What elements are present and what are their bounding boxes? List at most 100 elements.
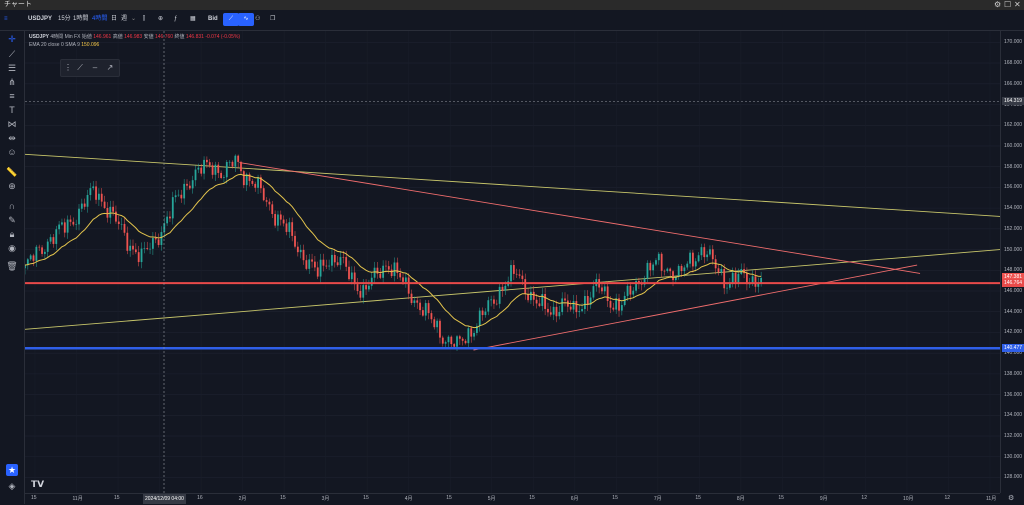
trash-icon[interactable]: 🗑︎: [6, 261, 18, 271]
candle-body: [706, 254, 709, 258]
interval-day[interactable]: 日: [111, 16, 118, 22]
candle-body: [649, 262, 652, 271]
candle-body: [518, 274, 521, 276]
candle-body: [416, 300, 419, 303]
candle-body: [510, 265, 512, 282]
chart-type-icon[interactable]: ⫿: [143, 16, 145, 22]
close-icon[interactable]: ✕: [1014, 0, 1021, 9]
ema-line: [25, 173, 762, 329]
chart-pane[interactable]: USDJPY 4時間 Min FX 始値 146.961 高値 146.983 …: [25, 31, 1000, 493]
price-tick: 144.000: [1004, 308, 1023, 315]
candle-body: [603, 286, 606, 292]
candle-body: [123, 223, 126, 233]
candle-body: [254, 183, 257, 188]
price-chart[interactable]: [25, 31, 1000, 493]
alert-icon[interactable]: ⚇: [255, 16, 261, 22]
interval-4h[interactable]: 4時間: [92, 16, 108, 22]
candle-body: [248, 174, 251, 181]
auto-scale-icon[interactable]: ⚙: [1008, 495, 1015, 502]
candle-body: [157, 239, 160, 246]
candle-body: [154, 238, 157, 240]
lock-icon[interactable]: 🔒︎: [9, 229, 15, 239]
candle-body: [260, 177, 262, 189]
candle-body: [581, 309, 583, 312]
legend-symbol: USDJPY: [29, 34, 50, 40]
candle-body: [677, 265, 680, 277]
candle-body: [106, 207, 109, 218]
time-tick: 15: [612, 495, 618, 501]
pitchfork-icon[interactable]: ⋔: [8, 77, 16, 87]
candle-body: [478, 310, 481, 326]
candle-body: [709, 249, 711, 255]
copy-icon[interactable]: ❐: [270, 16, 276, 22]
candle-body: [419, 302, 421, 311]
measure-range-icon[interactable]: ⇹: [8, 133, 16, 143]
crosshair-icon[interactable]: ✛: [8, 34, 16, 44]
price-axis[interactable]: 170.000168.000166.000164.000162.000160.0…: [1000, 31, 1024, 493]
emoji-icon[interactable]: ☺: [7, 147, 17, 157]
magnet-icon[interactable]: ∩: [8, 201, 16, 211]
candle-body: [427, 303, 430, 314]
candle-body: [368, 285, 370, 290]
zoom-icon[interactable]: ⊕: [8, 181, 16, 191]
line-tool-icon[interactable]: ⟋: [77, 63, 83, 72]
candle-body: [601, 287, 603, 292]
candle-body: [35, 246, 38, 261]
drag-handle-icon[interactable]: ⋮: [64, 63, 72, 72]
candle-body: [527, 294, 529, 301]
candle-body: [379, 273, 382, 278]
eye-icon[interactable]: ◉: [8, 243, 16, 253]
current-price-label: 147.381: [1002, 272, 1024, 281]
fib-icon[interactable]: ≡: [9, 91, 15, 101]
interval-dropdown-icon[interactable]: ⌄: [131, 16, 137, 22]
hline-tool-icon[interactable]: –: [92, 63, 98, 72]
time-tick: 11月: [986, 496, 997, 502]
favorites-star-icon[interactable]: ★: [6, 464, 18, 476]
candle-body: [359, 291, 362, 298]
interval-1h[interactable]: 1時間: [73, 16, 89, 22]
price-source-bid[interactable]: Bid: [208, 16, 218, 22]
pattern-icon[interactable]: ⋈: [7, 119, 17, 129]
time-axis[interactable]: 1511月152025162月153月154月155月156月157月158月1…: [25, 493, 1000, 505]
candle-body: [430, 313, 433, 320]
candle-body: [80, 203, 83, 209]
candle-body: [89, 188, 92, 196]
candle-body: [129, 245, 132, 251]
candle-body: [237, 155, 240, 162]
line-chart-button[interactable]: ⟋: [223, 13, 239, 26]
candle-body: [132, 245, 134, 250]
price-tick: 148.000: [1004, 267, 1023, 274]
candle-body: [632, 290, 635, 295]
candle-body: [282, 219, 285, 224]
candle-body: [728, 283, 731, 288]
add-compare-icon[interactable]: ⊕: [158, 16, 164, 22]
price-tick: 154.000: [1004, 205, 1023, 212]
candle-body: [183, 183, 186, 199]
candle-body: [385, 265, 387, 267]
candle-body: [467, 328, 470, 344]
interval-15m[interactable]: 15分: [58, 16, 71, 22]
stay-drawing-icon[interactable]: ✎: [8, 215, 16, 225]
trendline-icon[interactable]: ⟋: [8, 49, 16, 59]
candle-body: [262, 188, 265, 201]
candle-body: [143, 247, 146, 249]
ruler-icon[interactable]: 📏: [6, 167, 18, 177]
templates-icon[interactable]: ▦: [190, 16, 196, 22]
text-icon[interactable]: T: [9, 105, 15, 115]
settings-icon[interactable]: ⚙: [994, 0, 1002, 9]
layers-icon[interactable]: ◈: [8, 481, 16, 491]
interval-week[interactable]: 週: [121, 16, 128, 22]
candle-body: [373, 267, 376, 278]
ray-tool-icon[interactable]: ↗: [106, 63, 114, 72]
candle-body: [268, 201, 271, 205]
menu-icon[interactable]: ≡: [4, 16, 8, 22]
candle-body: [26, 259, 29, 266]
horizontal-lines-icon[interactable]: ☰: [7, 63, 17, 73]
maximize-icon[interactable]: ☐: [1004, 0, 1012, 9]
candle-body: [441, 337, 444, 344]
price-tick: 134.000: [1004, 412, 1023, 419]
wave-chart-button[interactable]: ∿: [238, 13, 254, 26]
indicators-icon[interactable]: ƒ: [174, 16, 178, 22]
symbol-selector[interactable]: USDJPY: [28, 16, 53, 22]
candle-body: [566, 300, 569, 307]
